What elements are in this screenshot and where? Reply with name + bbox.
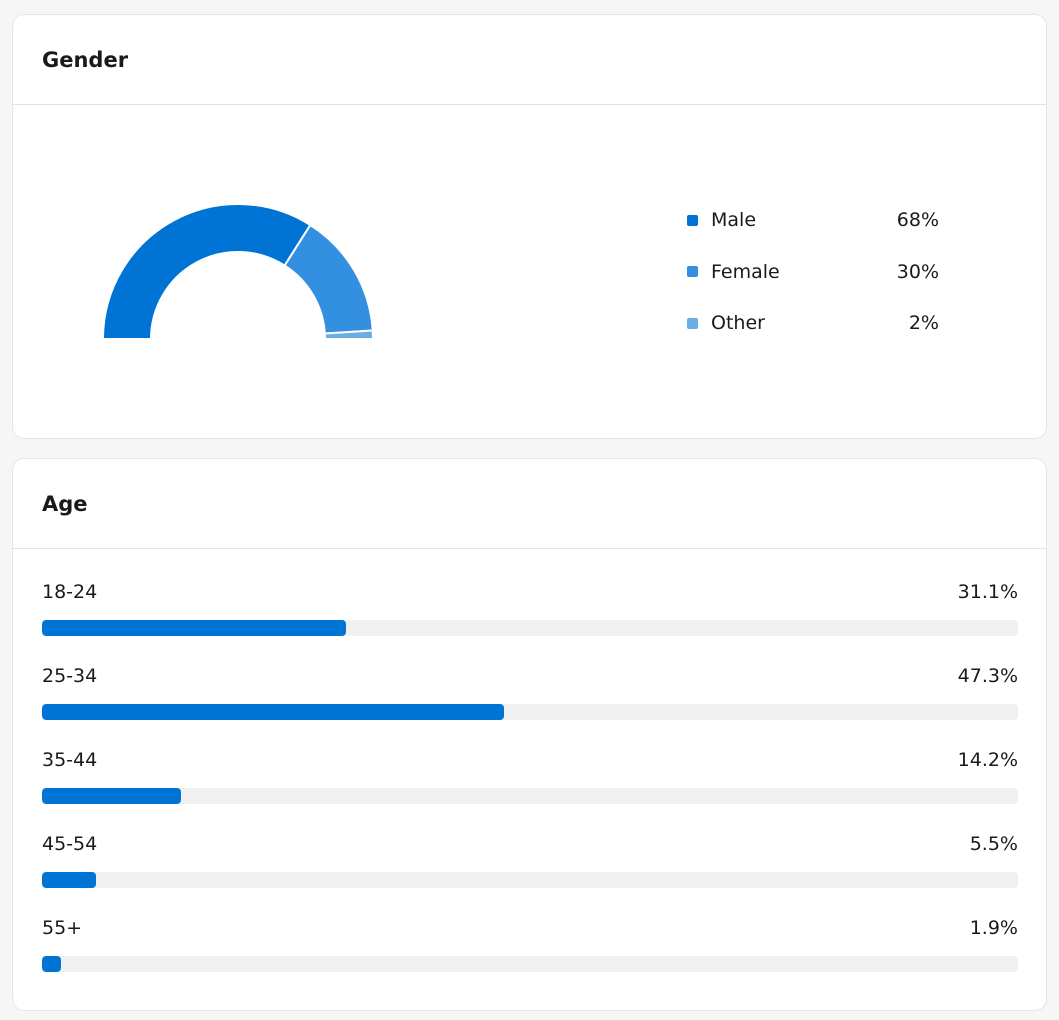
legend-label-male: Male (711, 209, 757, 231)
age-value: 14.2% (957, 749, 1018, 771)
age-title: Age (42, 491, 88, 516)
age-row-18-24: 18-24 31.1% (42, 581, 1018, 645)
age-bar-track (42, 788, 1018, 804)
legend-label-female: Female (711, 260, 780, 283)
legend-swatch-male (687, 214, 698, 226)
gender-card-header: Gender (13, 15, 1046, 105)
legend-swatch-other (687, 317, 698, 329)
gender-legend: Male 68% Female 30% Other 2% (687, 207, 939, 362)
donut-slice-other (323, 329, 375, 340)
age-value: 1.9% (969, 917, 1018, 939)
age-bar (42, 788, 181, 804)
age-bar (42, 956, 61, 972)
age-value: 31.1% (957, 581, 1018, 603)
donut-slice-male (101, 203, 312, 340)
legend-value-female: 30% (896, 260, 939, 283)
legend-swatch-female (687, 266, 698, 277)
age-label: 18-24 (42, 581, 98, 603)
age-row-55-plus: 55+ 1.9% (42, 917, 1018, 981)
age-bar (42, 704, 504, 720)
gender-card: Gender Male 68% Female 30% Other 2% (12, 14, 1047, 439)
age-label: 45-54 (42, 833, 98, 855)
age-card-header: Age (13, 459, 1046, 549)
gender-donut-chart (101, 203, 375, 340)
age-row-45-54: 45-54 5.5% (42, 833, 1018, 897)
gender-title: Gender (42, 47, 129, 72)
age-bar (42, 620, 346, 636)
age-bar (42, 872, 96, 888)
age-label: 35-44 (42, 749, 98, 771)
age-label: 25-34 (42, 665, 98, 687)
legend-item-male: Male 68% (687, 207, 939, 233)
age-row-25-34: 25-34 47.3% (42, 665, 1018, 729)
age-bar-track (42, 704, 1018, 720)
legend-label-other: Other (711, 312, 765, 334)
legend-item-female: Female 30% (687, 259, 939, 285)
age-bar-track (42, 620, 1018, 636)
legend-value-other: 2% (908, 312, 939, 334)
gender-body: Male 68% Female 30% Other 2% (13, 105, 1046, 438)
age-card: Age 18-24 31.1% 25-34 47.3% 35-44 14.2% … (12, 458, 1047, 1011)
age-value: 5.5% (969, 833, 1018, 855)
age-value: 47.3% (957, 665, 1018, 687)
age-bar-track (42, 956, 1018, 972)
legend-value-male: 68% (896, 209, 939, 231)
legend-item-other: Other 2% (687, 310, 939, 336)
age-label: 55+ (42, 917, 83, 939)
age-bar-track (42, 872, 1018, 888)
age-row-35-44: 35-44 14.2% (42, 749, 1018, 813)
